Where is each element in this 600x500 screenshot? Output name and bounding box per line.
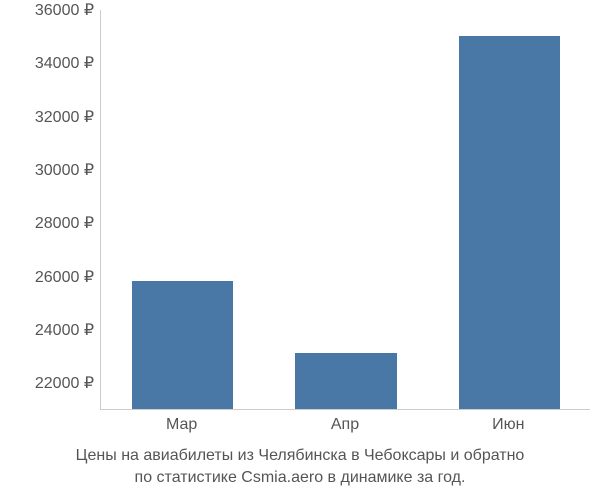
price-chart: Цены на авиабилеты из Челябинска в Чебок… — [0, 0, 600, 500]
bar — [295, 353, 396, 409]
chart-caption: Цены на авиабилеты из Челябинска в Чебок… — [0, 445, 600, 488]
y-tick-label: 22000 ₽ — [35, 373, 94, 393]
caption-line-1: Цены на авиабилеты из Челябинска в Чебок… — [0, 445, 600, 467]
y-tick-label: 30000 ₽ — [35, 160, 94, 180]
bar — [459, 36, 560, 409]
x-tick-label: Июн — [492, 416, 524, 434]
y-tick-label: 34000 ₽ — [35, 53, 94, 73]
y-tick-label: 36000 ₽ — [35, 0, 94, 20]
x-tick-label: Апр — [331, 416, 359, 434]
x-tick-label: Мар — [166, 416, 197, 434]
bar — [132, 281, 233, 409]
plot-area — [100, 10, 590, 410]
caption-line-2: по статистике Csmia.aero в динамике за г… — [0, 467, 600, 489]
y-tick-label: 26000 ₽ — [35, 267, 94, 287]
y-tick-label: 24000 ₽ — [35, 320, 94, 340]
y-tick-label: 32000 ₽ — [35, 107, 94, 127]
y-tick-label: 28000 ₽ — [35, 213, 94, 233]
